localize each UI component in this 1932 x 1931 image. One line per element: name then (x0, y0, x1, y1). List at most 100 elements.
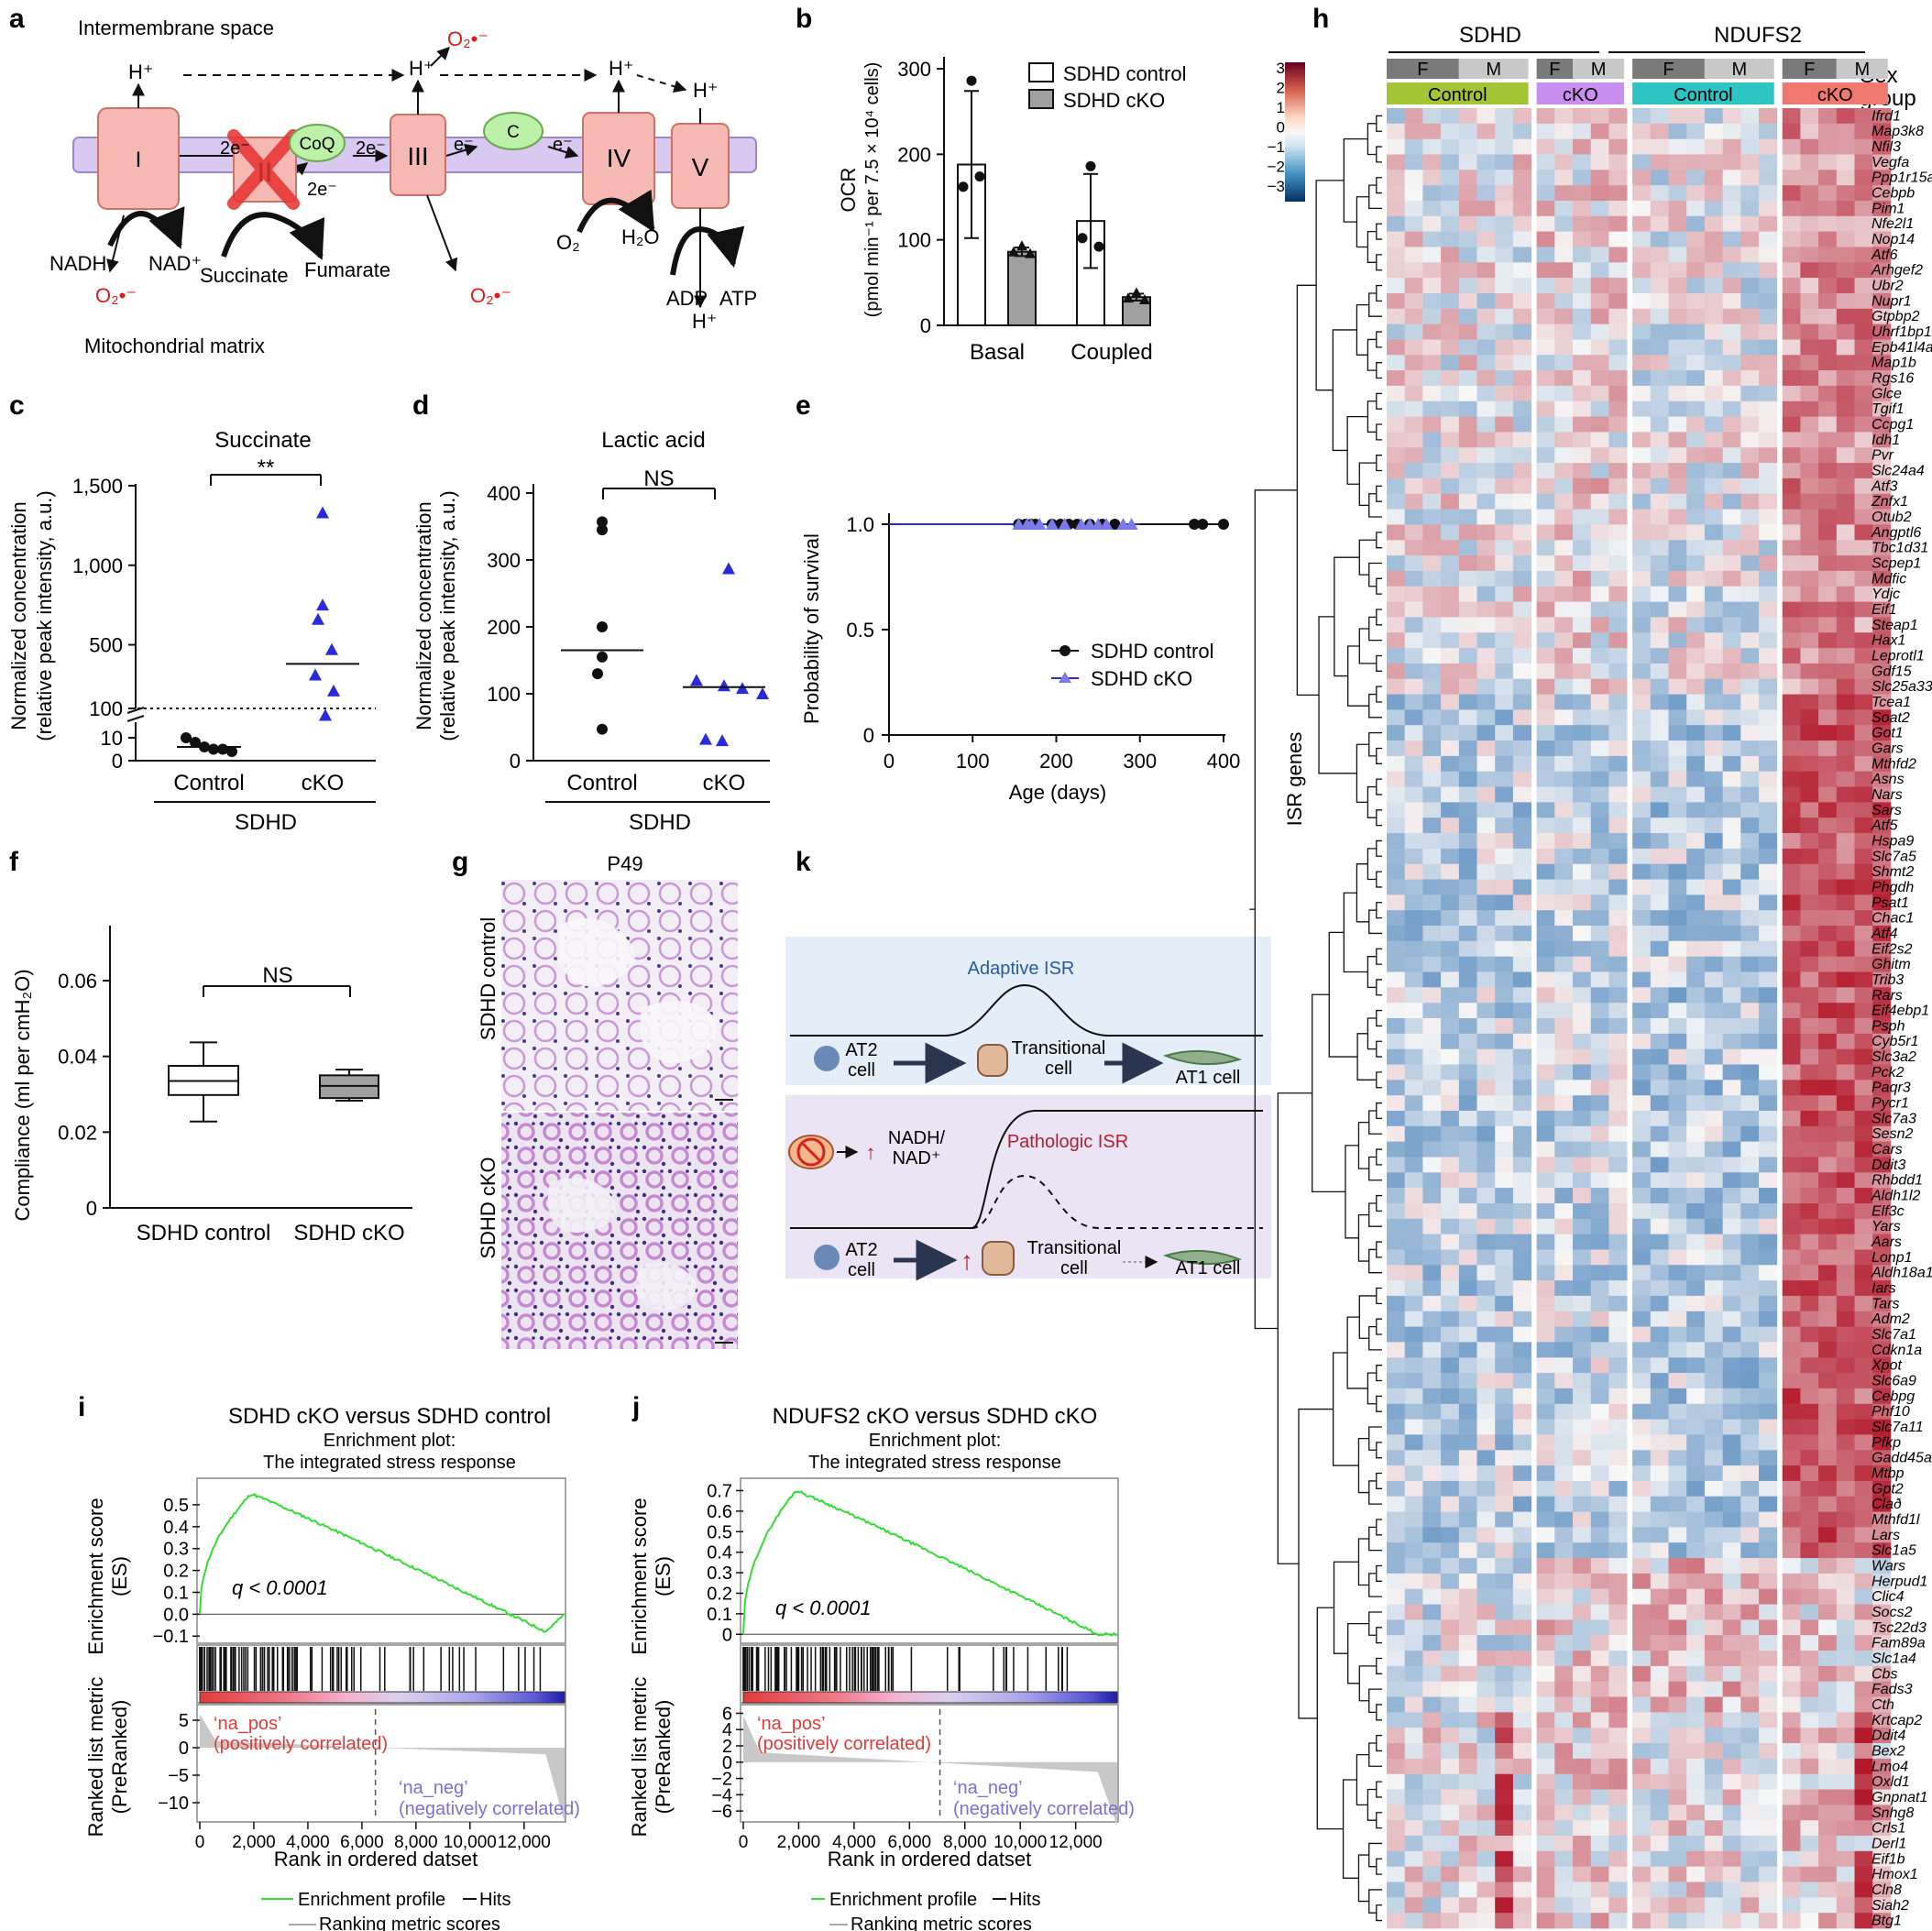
heatmap-cell (1686, 1434, 1706, 1451)
heatmap-cell (1476, 355, 1496, 371)
heatmap-cell (1476, 1003, 1496, 1019)
heatmap-cell (1836, 1465, 1855, 1482)
heatmap-cell (1818, 1280, 1838, 1297)
heatmap-cell (1740, 926, 1760, 942)
heatmap-cell (1404, 1265, 1423, 1281)
heatmap-cell (1872, 1651, 1892, 1667)
heatmap-cell (1650, 1218, 1669, 1234)
heatmap-cell (1704, 1665, 1723, 1683)
heatmap-cell (1536, 400, 1555, 417)
heatmap-cell (1759, 400, 1778, 417)
heatmap-cell (1536, 601, 1555, 618)
heatmap-cell (1495, 725, 1514, 741)
heatmap-cell (1404, 1897, 1423, 1914)
heatmap-cell (1495, 786, 1514, 803)
gene-label: Steap1 (1872, 618, 1918, 633)
heatmap-cell (1590, 385, 1609, 402)
heatmap-cell (1759, 1635, 1778, 1651)
heatmap-cell (1590, 1157, 1609, 1173)
heatmap-cell (1476, 400, 1496, 417)
heatmap-cell (1722, 1480, 1741, 1498)
heatmap-cell (1818, 108, 1838, 125)
gene-group-label: SDHD (1459, 23, 1521, 48)
heatmap-cell (1740, 416, 1760, 433)
heatmap-cell (1495, 215, 1514, 232)
heatmap-cell (1872, 601, 1892, 618)
heatmap-cell (1422, 1619, 1442, 1636)
legend-label: SDHD cKO (1063, 89, 1165, 112)
heatmap-cell (1668, 1326, 1687, 1343)
heatmap-cell (1632, 678, 1652, 695)
heatmap-cell (1458, 1003, 1477, 1019)
panel-label: e (796, 390, 811, 421)
heatmap-cell (1704, 940, 1723, 957)
heatmap-cell (1650, 1111, 1669, 1127)
heatmap-cell (1632, 154, 1652, 170)
heatmap-cell (1800, 1604, 1819, 1620)
heatmap-cell (1800, 678, 1819, 695)
heatmap-cell (1458, 1820, 1477, 1837)
heatmap-cell (1704, 555, 1723, 572)
panel-f: f Compliance (ml per cmH₂O) 00.020.040.0… (9, 847, 412, 1245)
proton-label: H⁺ (409, 57, 434, 80)
censor-point (1100, 518, 1114, 530)
heatmap-cell (1722, 247, 1741, 263)
heatmap-cell (1872, 1295, 1892, 1312)
heatmap-cell (1759, 1419, 1778, 1435)
heatmap-cell (1536, 1003, 1555, 1019)
heatmap-cell (1872, 1635, 1892, 1651)
heatmap-cell (1632, 1913, 1652, 1929)
heatmap-cell (1458, 1249, 1477, 1266)
heatmap-cell (1782, 848, 1801, 865)
heatmap-cell (1872, 247, 1892, 263)
heatmap-cell (1608, 154, 1628, 170)
heatmap-cell (1704, 493, 1723, 510)
heatmap-cell (1854, 1696, 1873, 1713)
heatmap-cell (1441, 262, 1460, 279)
heatmap-cell (1422, 1897, 1442, 1914)
heatmap-cell (1722, 1234, 1741, 1250)
heatmap-cell (1422, 1234, 1442, 1250)
heatmap-cell (1458, 678, 1477, 695)
sex-bar-male (1704, 59, 1774, 79)
heatmap-cell (1836, 971, 1855, 988)
heatmap-cell (1632, 1665, 1652, 1683)
heatmap-cell (1590, 678, 1609, 695)
heatmap-cell (1872, 509, 1892, 525)
heatmap-cell (1458, 524, 1477, 541)
heatmap-cell (1422, 416, 1442, 433)
heatmap-cell (1650, 278, 1669, 294)
heatmap-cell (1590, 293, 1609, 310)
heatmap-cell (1536, 447, 1555, 464)
y-tick-label: 0.3 (163, 1540, 189, 1560)
heatmap-cell (1632, 123, 1652, 139)
heatmap-cell (1404, 1218, 1423, 1234)
heatmap-cell (1458, 956, 1477, 972)
heatmap-cell (1722, 1033, 1741, 1049)
heatmap-cell (1668, 1203, 1687, 1220)
heatmap-cell (1650, 863, 1669, 880)
heatmap-cell (1573, 400, 1592, 417)
heatmap-cell (1387, 1018, 1406, 1035)
heatmap-cell (1740, 477, 1760, 495)
heatmap-cell (1818, 1265, 1838, 1281)
heatmap-cell (1854, 1265, 1873, 1281)
significance-label: ** (258, 455, 275, 480)
heatmap-cell (1722, 1080, 1741, 1096)
heatmap-cell (1800, 879, 1819, 895)
legend-label: Ranking metric scores (851, 1915, 1032, 1931)
heatmap-cell (1722, 355, 1741, 371)
heatmap-cell (1686, 894, 1706, 911)
heatmap-cell (1441, 786, 1460, 803)
heatmap-cell (1704, 262, 1723, 279)
heatmap-cell (1800, 231, 1819, 247)
heatmap-cell (1872, 1080, 1892, 1096)
heatmap-cell (1608, 1111, 1628, 1127)
heatmap-cell (1608, 663, 1628, 680)
heatmap-cell (1441, 154, 1460, 170)
heatmap-cell (1476, 817, 1496, 834)
heatmap-cell (1872, 771, 1892, 787)
heatmap-cell (1536, 910, 1555, 927)
heatmap-cell (1759, 555, 1778, 572)
heatmap-cell (1668, 123, 1687, 139)
